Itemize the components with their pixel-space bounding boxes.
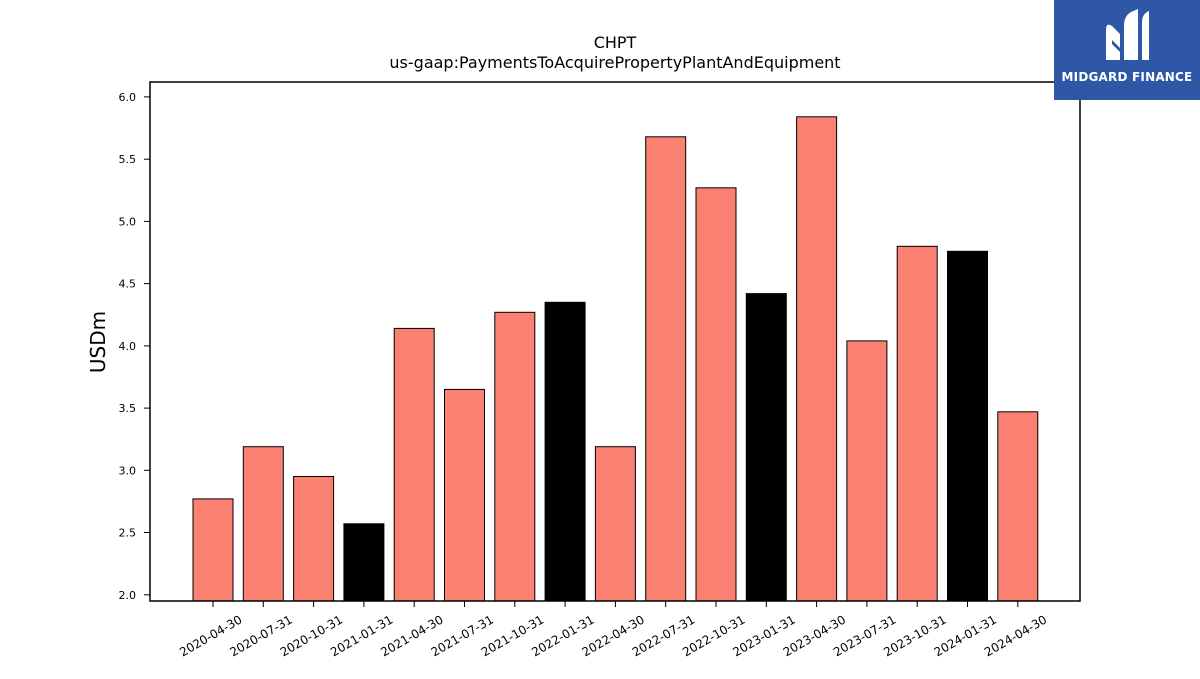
y-tick-label: 2.5 xyxy=(119,527,137,540)
bar-2021-04-30 xyxy=(393,327,435,602)
bar-2022-07-31 xyxy=(645,136,687,602)
y-tick-label: 5.5 xyxy=(119,153,137,166)
y-tick-label: 3.5 xyxy=(119,402,137,415)
bar-2022-10-31 xyxy=(695,187,737,602)
y-tick-label: 4.0 xyxy=(119,340,137,353)
brand-name: MIDGARD FINANCE xyxy=(1061,70,1193,84)
chart-title: CHPT xyxy=(594,33,637,52)
bar-2021-01-31 xyxy=(343,523,385,602)
bar-2021-10-31 xyxy=(494,311,536,602)
y-tick-label: 5.0 xyxy=(119,215,137,228)
chart-subtitle: us-gaap:PaymentsToAcquirePropertyPlantAn… xyxy=(389,53,840,72)
plot-area-frame xyxy=(149,81,1081,602)
bar-2024-01-31 xyxy=(947,250,988,602)
bar-2023-01-31 xyxy=(745,293,787,602)
brand-logo: MIDGARD FINANCE xyxy=(1054,0,1200,100)
bar-2023-10-31 xyxy=(896,245,938,602)
bar-2023-04-30 xyxy=(796,116,838,602)
bar-2023-07-31 xyxy=(846,340,888,602)
bar-2024-04-30 xyxy=(997,411,1039,602)
midgard-m-logo-icon xyxy=(1106,9,1149,61)
y-axis-label: USDm xyxy=(86,311,110,373)
bar-2022-01-31 xyxy=(544,301,586,602)
bar-2020-10-31 xyxy=(293,476,335,602)
y-tick-label: 2.0 xyxy=(119,589,137,602)
bar-2021-07-31 xyxy=(444,388,485,602)
y-tick-label: 3.0 xyxy=(119,464,137,477)
y-axis-ticks: 2.0 2.5 3.0 3.5 4.0 4.5 5.0 5.5 6.0 xyxy=(119,91,150,602)
bar-2020-04-30 xyxy=(192,498,234,602)
bars-group xyxy=(192,116,1039,602)
y-tick-label: 6.0 xyxy=(119,91,137,104)
bar-2020-07-31 xyxy=(242,446,284,602)
bar-2022-04-30 xyxy=(594,446,636,602)
y-tick-label: 4.5 xyxy=(119,278,137,291)
x-axis-ticks: 2020-04-302020-07-312020-10-312021-01-31… xyxy=(177,601,1049,659)
